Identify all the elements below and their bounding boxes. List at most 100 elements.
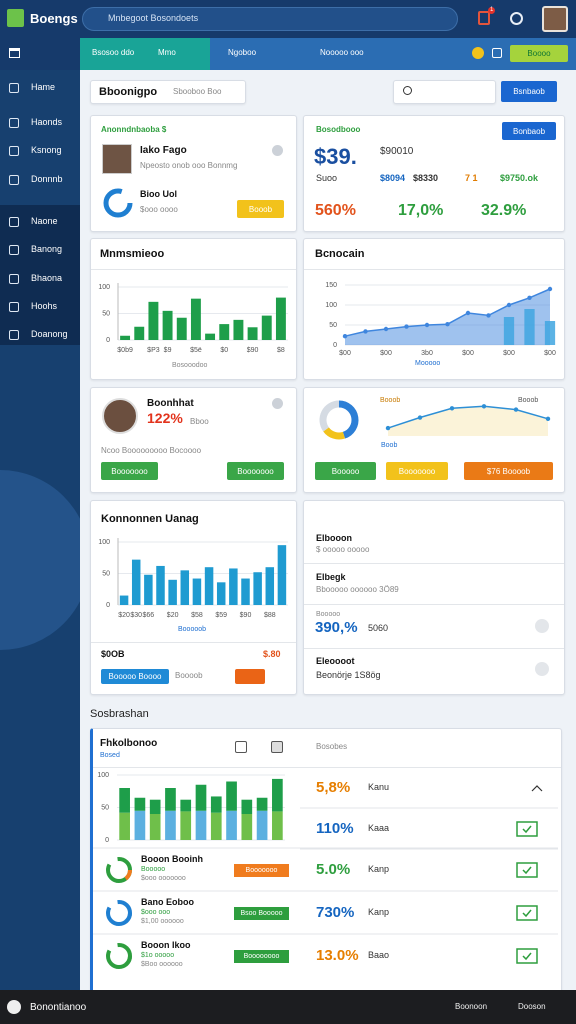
x-tick-label: $30	[130, 612, 142, 619]
summary-item: $8094	[380, 173, 406, 183]
row-tag[interactable]: Bsoo Booooo	[234, 907, 289, 920]
profile-subtitle: Npeosto onob ooo Bonnmg	[140, 161, 238, 170]
sidebar-decoration	[0, 470, 80, 650]
point	[383, 326, 389, 332]
x-tick-label: $20	[167, 612, 179, 619]
point	[506, 302, 512, 308]
point	[486, 313, 491, 318]
close-icon[interactable]	[272, 145, 283, 156]
nav-item[interactable]: Donnnb	[31, 174, 63, 184]
summary-item: 7 1	[465, 173, 478, 183]
settings-icon[interactable]	[510, 12, 523, 25]
person-button[interactable]: Booooooo	[227, 462, 284, 480]
list-subtitle: $ ooooo ooooo	[316, 545, 370, 554]
mini-button[interactable]: $76 Boooob	[464, 462, 553, 480]
tab-bar-teal	[80, 38, 210, 70]
row-text: Baao	[368, 950, 390, 960]
point	[342, 334, 348, 339]
tab[interactable]: Nooooo ooo	[320, 48, 364, 57]
y-tick-label: 100	[98, 284, 110, 291]
point	[547, 286, 553, 292]
sales-title: Konnonnen Uanag	[101, 513, 199, 525]
summary-button[interactable]: Bonbaob	[502, 122, 556, 140]
nav-item[interactable]: Banong	[31, 244, 63, 254]
y-tick-label: 0	[105, 837, 109, 844]
search-text: Mnbegoot Bosondoets	[108, 13, 199, 23]
nav-item[interactable]: Hoohs	[31, 301, 58, 311]
profile-button[interactable]: Booob	[237, 200, 284, 218]
nav-item[interactable]: Naone	[31, 216, 58, 226]
bar	[261, 315, 272, 340]
bar	[168, 579, 177, 605]
bar	[544, 321, 556, 345]
list-subtitle: Booooo	[316, 611, 341, 618]
bar	[144, 574, 153, 605]
divider	[91, 642, 296, 643]
list-icon[interactable]	[535, 662, 549, 676]
footer-item[interactable]: Boonoon	[455, 1002, 488, 1011]
bar-segment	[272, 778, 283, 812]
x-tick-label: $0b9	[117, 347, 133, 354]
x-tick-label: $5ë	[190, 347, 202, 354]
table-percent: 110%	[316, 820, 354, 837]
table-icon[interactable]	[235, 741, 247, 753]
bar	[192, 578, 202, 605]
person-button[interactable]: Booooooo	[101, 462, 158, 480]
row-tag[interactable]: Booooooo	[234, 864, 289, 877]
tab-button[interactable]: Boooo	[510, 45, 568, 62]
logo-icon	[7, 9, 24, 27]
bar-segment	[241, 814, 253, 840]
footer: Bonontianoo Boonoon Dooson	[0, 990, 576, 1024]
header-box	[90, 80, 246, 104]
area-fill	[388, 406, 548, 436]
search-bar[interactable]	[82, 7, 458, 31]
nav-item[interactable]: Doanong	[31, 329, 68, 339]
bar-segment	[134, 810, 146, 840]
divider	[304, 563, 564, 564]
avatar[interactable]	[542, 6, 568, 32]
row-tag[interactable]: Boooooooo	[234, 950, 289, 963]
mini-button[interactable]: Booooooo	[386, 462, 448, 480]
profile-stat-title: Bioo Uol	[140, 189, 177, 199]
profile-name: Iako Fago	[140, 145, 187, 156]
home-icon	[9, 48, 20, 58]
bar-segment	[180, 799, 192, 812]
tab[interactable]: Ngoboo	[228, 48, 257, 57]
x-tick-label: $90	[247, 347, 259, 354]
bar-segment	[256, 810, 268, 840]
mini-button[interactable]: Booooo	[315, 462, 376, 480]
x-tick-label: $59	[215, 612, 227, 619]
nav-item[interactable]: Haonds	[31, 117, 63, 127]
bar	[204, 567, 214, 605]
header-button[interactable]: Bsnbaob	[501, 81, 557, 102]
bar-segment	[210, 812, 222, 840]
bar	[148, 301, 159, 340]
bar-segment	[180, 811, 192, 840]
table-text: Kanu	[368, 782, 390, 792]
row-name: Bano Eoboo	[141, 897, 194, 907]
bar	[131, 559, 141, 605]
bar	[503, 317, 515, 345]
bar-segment	[272, 811, 283, 840]
tab[interactable]: Mmo	[158, 48, 176, 57]
tab[interactable]: Bsosoo ddo	[92, 48, 135, 57]
nav-item[interactable]: Hame	[31, 82, 56, 92]
list-title: Elbooon	[316, 533, 352, 543]
notification-icon[interactable]	[478, 11, 490, 25]
row-percent: 730%	[316, 904, 355, 921]
nav-item[interactable]: Ksnong	[31, 145, 62, 155]
nav-item[interactable]: Bhaona	[31, 273, 63, 283]
close-icon[interactable]	[272, 398, 283, 409]
list-icon[interactable]	[535, 619, 549, 633]
header-filter[interactable]: Sbooboo Boo	[173, 87, 222, 96]
table-icon[interactable]	[271, 741, 283, 753]
y-tick-label: 50	[329, 322, 337, 329]
bar-segment	[226, 810, 237, 840]
sales-small-button[interactable]	[235, 669, 265, 684]
footer-item[interactable]: Dooson	[518, 1002, 546, 1011]
sales-button[interactable]: Booooo Boooo	[101, 669, 169, 684]
section-title: Sosbrashan	[90, 708, 149, 720]
check-icon	[516, 862, 538, 878]
bar	[275, 297, 286, 340]
footer-title: Bonontianoo	[30, 1002, 87, 1013]
